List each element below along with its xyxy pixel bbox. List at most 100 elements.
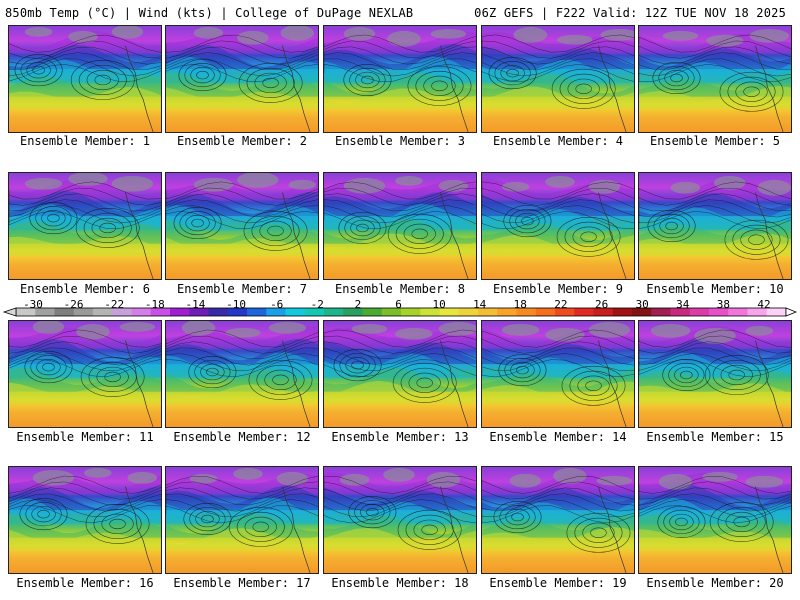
colorbar-swatch: [766, 308, 787, 316]
colorbar-swatch: [458, 308, 479, 316]
colorbar-swatch: [304, 308, 325, 316]
ensemble-member-map: [165, 25, 319, 133]
colorbar-swatch: [709, 308, 729, 316]
colorbar-swatch: [285, 308, 306, 316]
colorbar-swatch: [439, 308, 460, 316]
colorbar-tick-label: 18: [513, 298, 527, 311]
colorbar-tick-label: 2: [354, 298, 362, 311]
ensemble-member-label: Ensemble Member: 12: [173, 430, 311, 444]
ensemble-member-label: Ensemble Member: 3: [334, 134, 466, 148]
colorbar-tick-label: 30: [635, 298, 649, 311]
colorbar-swatch: [16, 308, 36, 316]
colorbar-swatch: [555, 308, 575, 316]
ensemble-member-map: [638, 320, 792, 428]
colorbar-tick-label: 38: [716, 298, 731, 311]
colorbar-tick-label: 22: [554, 298, 568, 311]
colorbar-swatch: [208, 308, 229, 316]
colorbar-swatch: [247, 308, 267, 316]
ensemble-member-map: [8, 25, 162, 133]
ensemble-member-label: Ensemble Member: 16: [16, 576, 154, 590]
ensemble-member-map: [638, 466, 792, 574]
colorbar-swatch: [112, 308, 132, 316]
colorbar-swatch: [728, 308, 748, 316]
ensemble-member-map: [8, 466, 162, 574]
ensemble-member-label: Ensemble Member: 8: [334, 282, 466, 296]
ensemble-member-map: [481, 172, 635, 280]
colorbar-tick-label: 26: [594, 298, 609, 311]
ensemble-member-map: [323, 320, 477, 428]
colorbar-swatch: [131, 308, 152, 316]
colorbar-swatch: [381, 308, 402, 316]
ensemble-member-label: Ensemble Member: 20: [646, 576, 784, 590]
colorbar-swatch: [574, 308, 594, 316]
ensemble-member-label: Ensemble Member: 18: [331, 576, 469, 590]
colorbar-tick-label: -14: [185, 298, 206, 311]
ensemble-member-label: Ensemble Member: 10: [646, 282, 784, 296]
colorbar-swatch: [612, 308, 633, 316]
ensemble-member-map: [8, 172, 162, 280]
colorbar-swatch: [516, 308, 537, 316]
ensemble-member-map: [8, 320, 162, 428]
ensemble-member-map: [481, 25, 635, 133]
ensemble-member-label: Ensemble Member: 17: [173, 576, 311, 590]
colorbar-swatch: [324, 308, 344, 316]
colorbar-tick-label: -18: [144, 298, 165, 311]
product-title: 850mb Temp (°C) | Wind (kts) | College o…: [5, 6, 414, 20]
ensemble-member-label: Ensemble Member: 1: [19, 134, 151, 148]
colorbar-swatch: [343, 308, 363, 316]
ensemble-member-label: Ensemble Member: 9: [492, 282, 624, 296]
ensemble-member-label: Ensemble Member: 15: [646, 430, 784, 444]
header: 850mb Temp (°C) | Wind (kts) | College o…: [0, 0, 800, 22]
colorbar-swatch: [670, 308, 691, 316]
colorbar-swatch: [632, 308, 652, 316]
colorbar-tick-label: -30: [23, 298, 43, 311]
ensemble-member-map: [165, 466, 319, 574]
ensemble-member-map: [481, 466, 635, 574]
ensemble-member-map: [165, 320, 319, 428]
ensemble-member-label: Ensemble Member: 5: [649, 134, 781, 148]
colorbar-swatch: [401, 308, 421, 316]
colorbar-swatch: [497, 308, 517, 316]
colorbar-tick-label: 34: [676, 298, 690, 311]
colorbar-swatch: [266, 308, 286, 316]
colorbar-swatch: [54, 308, 75, 316]
ensemble-member-map: [323, 172, 477, 280]
colorbar-swatch: [747, 308, 768, 316]
ensemble-member-map: [481, 320, 635, 428]
colorbar-tick-label: -6: [270, 298, 284, 311]
ensemble-member-label: Ensemble Member: 11: [16, 430, 154, 444]
colorbar-tick-label: 10: [432, 298, 446, 311]
colorbar-tick-label: -26: [63, 298, 84, 311]
valid-time-title: 06Z GEFS | F222 Valid: 12Z TUE NOV 18 20…: [474, 6, 786, 20]
ensemble-member-label: Ensemble Member: 7: [176, 282, 308, 296]
colorbar-swatch: [73, 308, 94, 316]
colorbar-swatch: [170, 308, 190, 316]
ensemble-member-label: Ensemble Member: 13: [331, 430, 469, 444]
ensemble-member-label: Ensemble Member: 6: [19, 282, 151, 296]
colorbar-swatch: [150, 308, 171, 316]
colorbar-swatch: [651, 308, 671, 316]
ensemble-member-label: Ensemble Member: 19: [489, 576, 627, 590]
colorbar-tick-label: -2: [310, 298, 324, 311]
colorbar-tick-label: -22: [104, 298, 125, 311]
ensemble-member-label: Ensemble Member: 4: [492, 134, 624, 148]
colorbar-swatch: [420, 308, 440, 316]
ensemble-member-map: [638, 25, 792, 133]
colorbar-tick-label: 14: [473, 298, 487, 311]
ensemble-member-label: Ensemble Member: 14: [489, 430, 627, 444]
ensemble-member-map: [165, 172, 319, 280]
colorbar-swatch: [593, 308, 614, 316]
colorbar-swatch: [35, 308, 55, 316]
colorbar-tick-label: 42: [757, 298, 771, 311]
colorbar-swatch: [362, 308, 383, 316]
colorbar-swatch: [478, 308, 498, 316]
ensemble-member-map: [323, 466, 477, 574]
colorbar-swatch: [189, 308, 209, 316]
ensemble-member-map: [323, 25, 477, 133]
colorbar-swatch: [689, 308, 710, 316]
ensemble-member-label: Ensemble Member: 2: [176, 134, 308, 148]
colorbar-swatch: [227, 308, 248, 316]
colorbar-tick-label: 6: [395, 298, 402, 311]
colorbar-swatch: [535, 308, 556, 316]
colorbar-tick-label: -10: [226, 298, 247, 311]
